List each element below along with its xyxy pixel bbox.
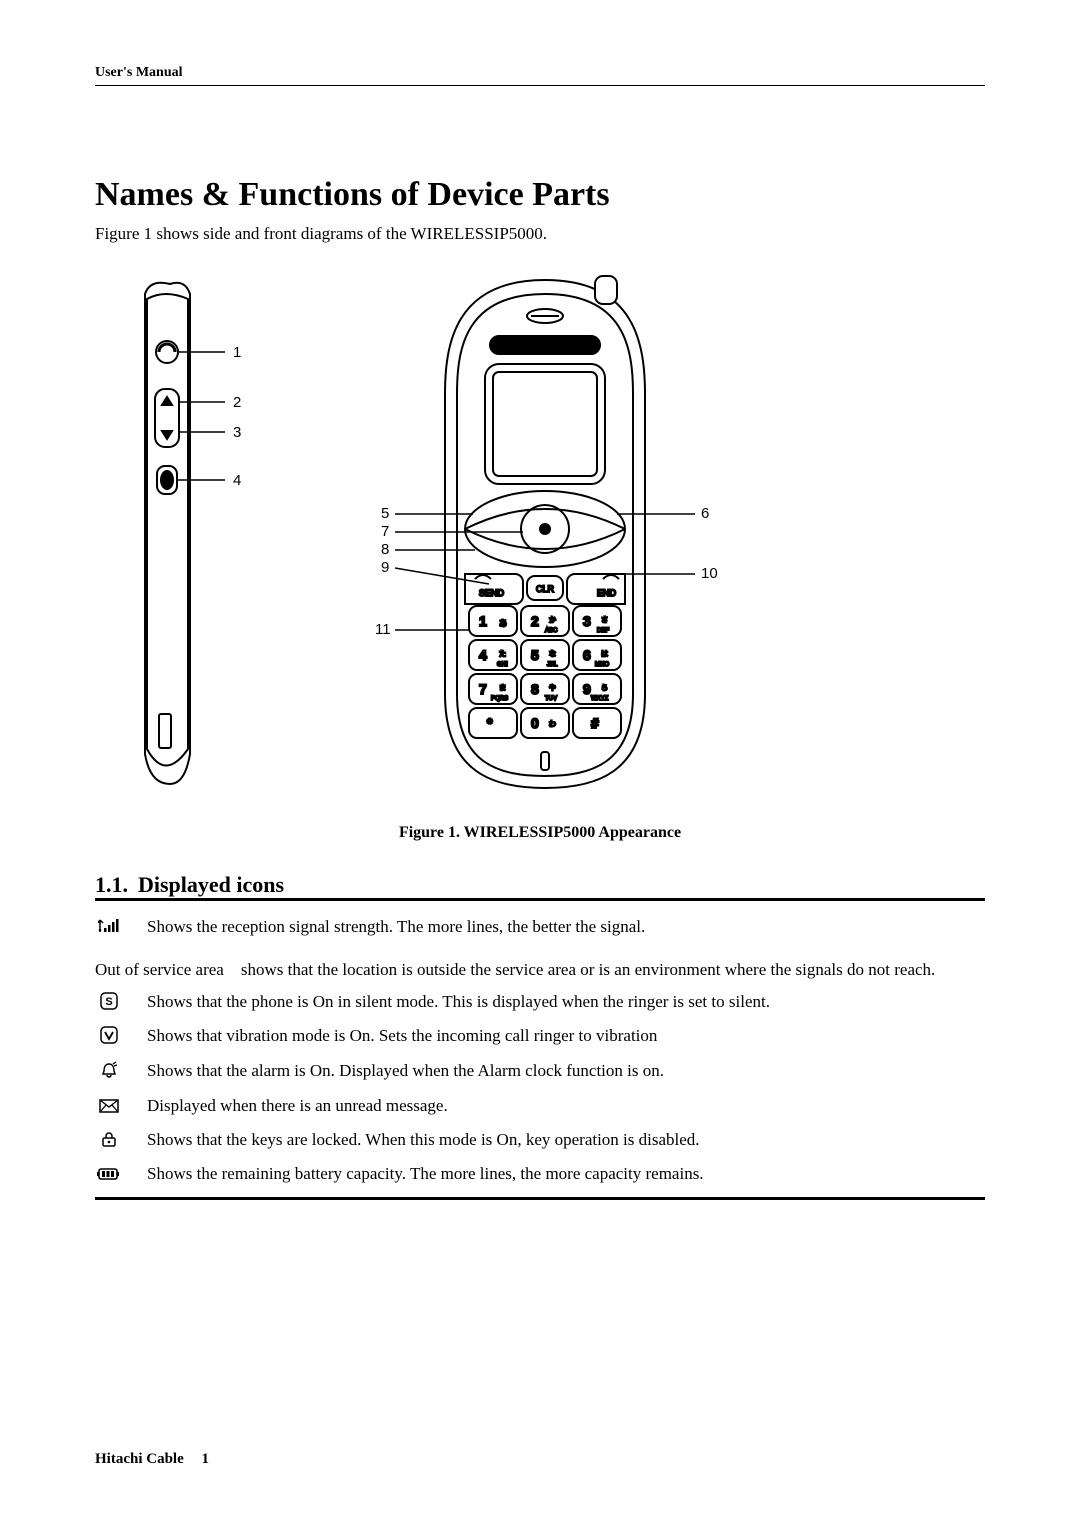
svg-text:9: 9 <box>583 681 591 697</box>
svg-text:ら: ら <box>601 684 608 692</box>
subsection-rule-top <box>95 898 985 901</box>
svg-text:SEND: SEND <box>479 588 505 598</box>
svg-text:や: や <box>549 684 556 692</box>
icon-row-silent: S Shows that the phone is On in silent m… <box>95 990 985 1017</box>
callout-7: 7 <box>381 523 389 540</box>
svg-text:2: 2 <box>531 613 539 629</box>
side-button-label: a <box>164 476 170 487</box>
svg-text:た: た <box>499 650 506 658</box>
alarm-text: Shows that the alarm is On. Displayed wh… <box>147 1059 985 1083</box>
icon-row-alarm: Shows that the alarm is On. Displayed wh… <box>95 1059 985 1086</box>
svg-text:さ: さ <box>601 616 608 624</box>
svg-text:は: は <box>601 650 608 658</box>
svg-text:あ: あ <box>499 619 507 628</box>
message-text: Displayed when there is an unread messag… <box>147 1094 985 1118</box>
subsection-title: Displayed icons <box>138 872 284 897</box>
intro-text: Figure 1 shows side and front diagrams o… <box>95 224 985 244</box>
svg-text:TUV: TUV <box>545 696 557 702</box>
message-icon <box>95 1094 123 1120</box>
subsection-rule-bottom <box>95 1197 985 1200</box>
svg-text:ABC: ABC <box>545 628 558 634</box>
svg-text:MNO: MNO <box>595 662 609 668</box>
svg-text:6: 6 <box>583 647 591 663</box>
running-header: User's Manual <box>95 65 985 81</box>
figure-1: a 1 2 3 4 <box>95 274 985 794</box>
callout-8: 8 <box>381 541 389 558</box>
silent-icon: S <box>95 990 123 1017</box>
svg-text:0: 0 <box>531 715 539 731</box>
icon-row-lock: Shows that the keys are locked. When thi… <box>95 1128 985 1154</box>
icon-row-vibration: Shows that vibration mode is On. Sets th… <box>95 1024 985 1051</box>
svg-text:S: S <box>105 996 112 1008</box>
signal-icon <box>95 915 123 941</box>
battery-text: Shows the remaining battery capacity. Th… <box>147 1162 985 1186</box>
svg-text:END: END <box>597 588 617 598</box>
page: User's Manual Names & Functions of Devic… <box>0 0 1080 1528</box>
svg-text:WXYZ: WXYZ <box>591 696 609 702</box>
callout-9: 9 <box>381 559 389 576</box>
svg-text:わ: わ <box>549 720 556 728</box>
svg-text:GHI: GHI <box>497 662 508 668</box>
svg-text:#: # <box>591 715 599 731</box>
device-label: WIP-5000 <box>523 341 568 352</box>
page-title: Names & Functions of Device Parts <box>95 176 985 214</box>
svg-text:PQRS: PQRS <box>491 696 508 702</box>
svg-text:7: 7 <box>479 681 487 697</box>
svg-text:CLR: CLR <box>536 584 555 594</box>
svg-text:4: 4 <box>479 647 487 663</box>
out-of-service-text: Out of service area shows that the locat… <box>95 958 985 982</box>
callout-1: 1 <box>233 344 241 361</box>
silent-text: Shows that the phone is On in silent mod… <box>147 990 985 1014</box>
subsection-number: 1.1. <box>95 872 128 897</box>
vibration-text: Shows that vibration mode is On. Sets th… <box>147 1024 985 1048</box>
svg-text:DEF: DEF <box>597 628 609 634</box>
phone-front-view: WIP-5000 SEND END CLR <box>345 274 745 794</box>
icon-row-signal: Shows the reception signal strength. The… <box>95 915 985 941</box>
footer: Hitachi Cable 1 <box>95 1451 209 1468</box>
footer-page: 1 <box>202 1451 210 1467</box>
svg-text:8: 8 <box>531 681 539 697</box>
lock-icon <box>95 1128 123 1154</box>
icon-row-battery: Shows the remaining battery capacity. Th… <box>95 1162 985 1188</box>
svg-text:*: * <box>487 715 493 731</box>
svg-text:5: 5 <box>531 647 539 663</box>
battery-icon <box>95 1162 123 1188</box>
svg-text:な: な <box>549 650 556 658</box>
callout-3: 3 <box>233 424 241 441</box>
figure-caption: Figure 1. WIRELESSIP5000 Appearance <box>95 824 985 842</box>
footer-brand: Hitachi Cable <box>95 1451 184 1467</box>
phone-side-view: a 1 2 3 4 <box>115 274 265 794</box>
callout-11: 11 <box>375 621 391 638</box>
svg-text:JKL: JKL <box>547 662 558 668</box>
svg-text:1: 1 <box>479 613 487 629</box>
callout-6: 6 <box>701 505 709 522</box>
callout-2: 2 <box>233 394 241 411</box>
icon-row-message: Displayed when there is an unread messag… <box>95 1094 985 1120</box>
alarm-icon <box>95 1059 123 1086</box>
svg-text:3: 3 <box>583 613 591 629</box>
subsection-heading: 1.1. Displayed icons <box>95 872 985 898</box>
callout-10: 10 <box>701 565 718 582</box>
vibration-icon <box>95 1024 123 1051</box>
header-rule <box>95 85 985 86</box>
signal-text: Shows the reception signal strength. The… <box>147 915 985 939</box>
svg-text:ま: ま <box>499 684 506 692</box>
callout-5: 5 <box>381 505 389 522</box>
lock-text: Shows that the keys are locked. When thi… <box>147 1128 985 1152</box>
svg-text:か: か <box>549 616 556 624</box>
callout-4: 4 <box>233 472 241 489</box>
